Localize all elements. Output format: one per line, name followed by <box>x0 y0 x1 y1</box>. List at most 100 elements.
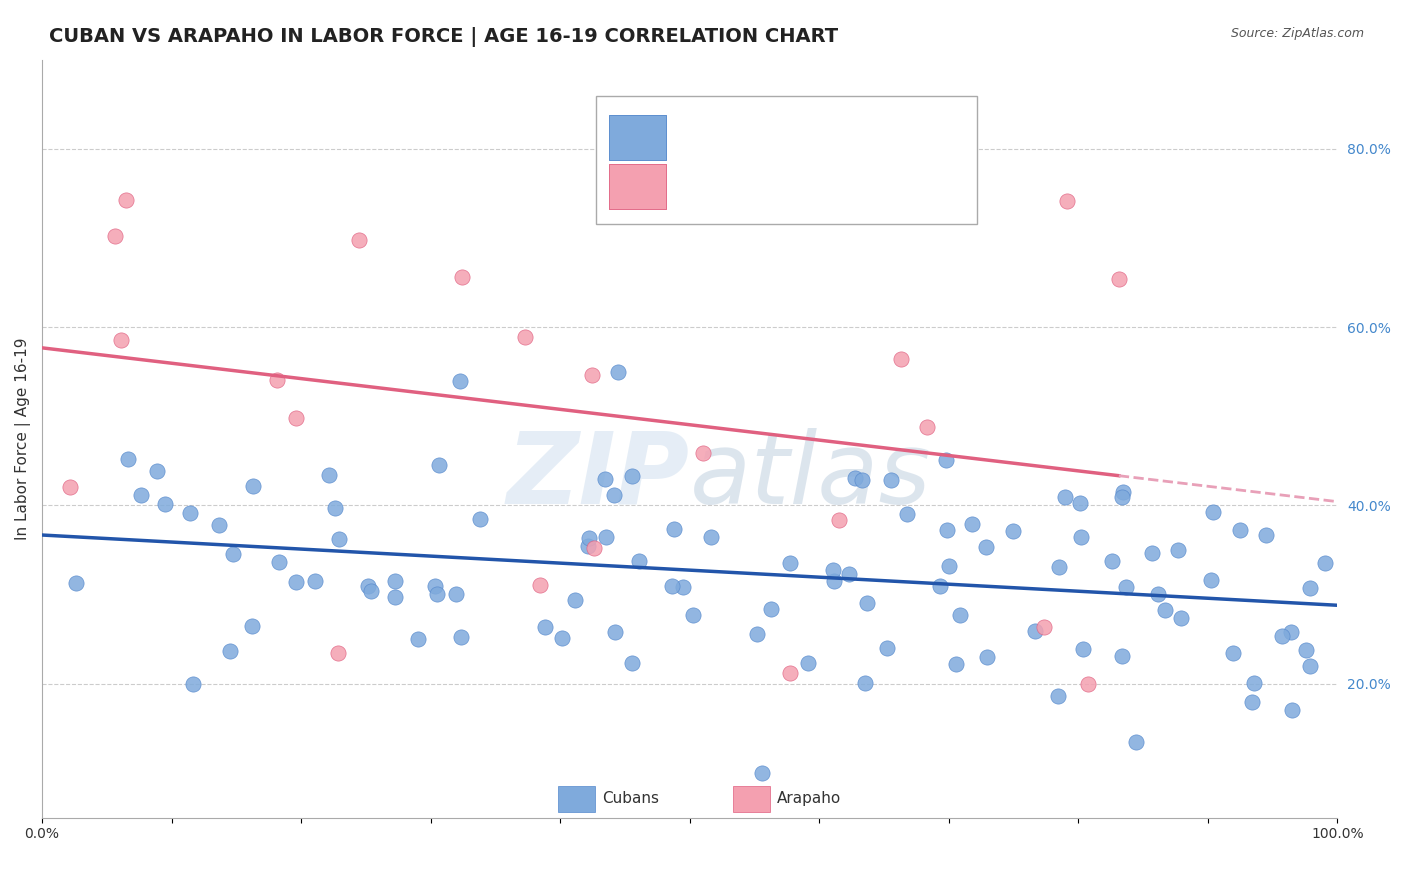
FancyBboxPatch shape <box>609 164 666 209</box>
Point <box>1315 557 1337 571</box>
Point <box>328 533 350 547</box>
Point <box>1271 629 1294 643</box>
Point <box>896 508 918 522</box>
Point <box>65 576 87 591</box>
Point <box>797 656 820 670</box>
Point <box>1299 582 1322 596</box>
Point <box>450 630 472 644</box>
Point <box>672 580 695 594</box>
Point <box>529 578 551 592</box>
Text: Cubans: Cubans <box>602 791 658 806</box>
FancyBboxPatch shape <box>609 115 666 160</box>
Point <box>581 368 603 382</box>
Point <box>692 446 714 460</box>
Point <box>761 602 783 616</box>
Point <box>1101 554 1123 568</box>
Point <box>1112 485 1135 500</box>
Point <box>1071 642 1094 657</box>
Point <box>129 488 152 502</box>
Point <box>1002 524 1025 538</box>
Point <box>1047 559 1070 574</box>
Point <box>938 559 960 574</box>
Point <box>513 330 536 344</box>
Point <box>551 631 574 645</box>
Text: 105: 105 <box>904 120 935 138</box>
Text: 23: 23 <box>904 176 925 194</box>
Point <box>751 766 773 780</box>
Text: Source: ZipAtlas.com: Source: ZipAtlas.com <box>1230 27 1364 40</box>
Point <box>853 675 876 690</box>
Point <box>117 452 139 467</box>
Point <box>1032 620 1054 634</box>
Point <box>1077 677 1099 691</box>
Point <box>1115 580 1137 594</box>
Point <box>1281 703 1303 717</box>
Point <box>318 467 340 482</box>
Text: atlas: atlas <box>690 428 931 525</box>
FancyBboxPatch shape <box>733 786 770 812</box>
Point <box>1229 523 1251 537</box>
Point <box>1167 542 1189 557</box>
Point <box>423 579 446 593</box>
Point <box>222 547 245 561</box>
Point <box>429 458 451 472</box>
Y-axis label: In Labor Force | Age 16-19: In Labor Force | Age 16-19 <box>15 337 31 540</box>
Point <box>1111 490 1133 504</box>
Point <box>1299 659 1322 673</box>
Point <box>1111 649 1133 664</box>
Point <box>450 270 472 285</box>
Point <box>929 579 952 593</box>
Point <box>1295 642 1317 657</box>
Point <box>827 513 849 527</box>
Point <box>349 233 371 247</box>
Point <box>1154 603 1177 617</box>
Point <box>564 592 586 607</box>
Point <box>682 607 704 622</box>
Point <box>468 512 491 526</box>
Point <box>593 472 616 486</box>
Point <box>745 627 768 641</box>
Point <box>384 590 406 604</box>
Point <box>1170 611 1192 625</box>
Point <box>406 632 429 647</box>
Point <box>58 480 80 494</box>
Point <box>110 334 132 348</box>
Point <box>1241 695 1264 709</box>
Point <box>838 567 860 582</box>
Point <box>621 656 644 670</box>
Point <box>1279 625 1302 640</box>
Point <box>266 373 288 387</box>
Point <box>115 193 138 207</box>
Point <box>880 473 903 487</box>
Point <box>576 539 599 553</box>
Point <box>844 471 866 485</box>
Point <box>578 532 600 546</box>
Point <box>208 517 231 532</box>
Point <box>1147 587 1170 601</box>
Point <box>607 365 630 379</box>
Point <box>146 465 169 479</box>
Point <box>240 619 263 633</box>
Point <box>779 666 801 681</box>
Point <box>242 478 264 492</box>
Point <box>326 646 349 660</box>
Text: CUBAN VS ARAPAHO IN LABOR FORCE | AGE 16-19 CORRELATION CHART: CUBAN VS ARAPAHO IN LABOR FORCE | AGE 16… <box>49 27 838 46</box>
Point <box>104 229 127 244</box>
Text: N =: N = <box>839 176 876 194</box>
Point <box>219 644 242 658</box>
Point <box>876 640 898 655</box>
Point <box>1140 546 1163 560</box>
Point <box>661 579 683 593</box>
Point <box>949 607 972 622</box>
Text: ZIP: ZIP <box>506 428 690 525</box>
Point <box>890 351 912 366</box>
FancyBboxPatch shape <box>558 786 595 812</box>
Point <box>1056 194 1078 208</box>
Point <box>595 530 617 544</box>
Point <box>851 473 873 487</box>
Point <box>1202 505 1225 519</box>
Point <box>1070 530 1092 544</box>
Text: Arapaho: Arapaho <box>776 791 841 806</box>
Text: -0.511: -0.511 <box>748 120 801 138</box>
Text: R =: R = <box>683 120 720 138</box>
